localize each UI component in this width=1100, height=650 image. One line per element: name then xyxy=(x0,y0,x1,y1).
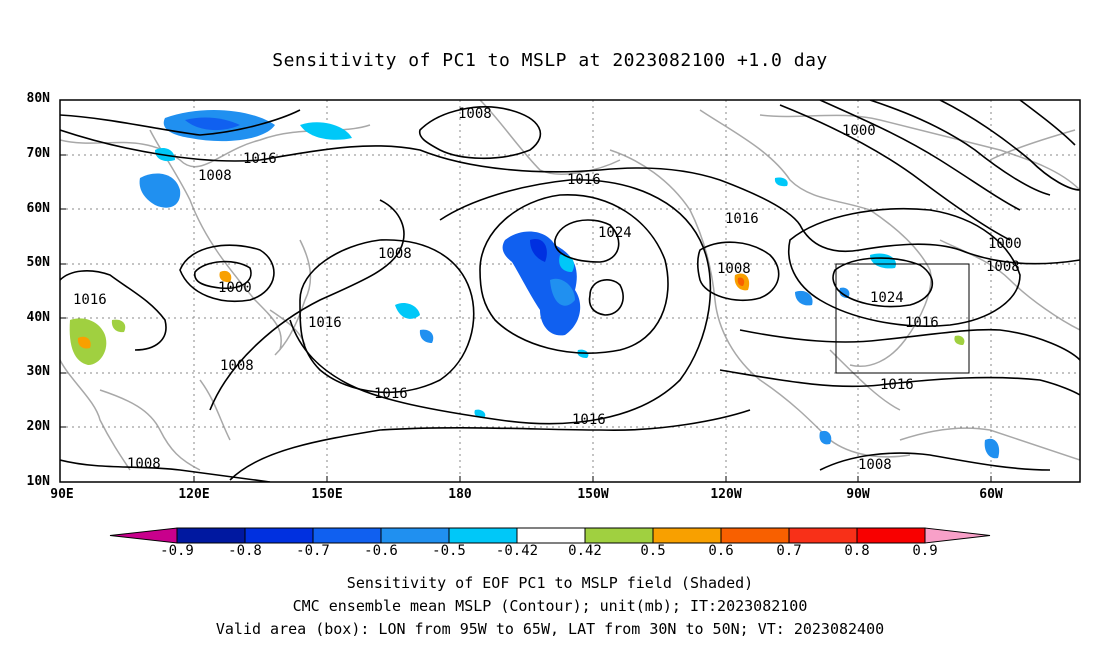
lon-label-150e: 150E xyxy=(311,487,343,502)
contour-label: 1000 xyxy=(842,123,876,139)
lat-label-30n: 30N xyxy=(26,364,50,379)
contour-label: 1008 xyxy=(858,457,892,473)
colorbar-cell xyxy=(924,527,991,544)
contour-label: 1024 xyxy=(870,290,904,306)
contour-label: 1016 xyxy=(725,211,759,227)
axis-ticks xyxy=(60,154,992,482)
lon-label-90e: 90E xyxy=(50,487,74,502)
contour-label: 1016 xyxy=(73,292,107,308)
colorbar-label: -0.8 xyxy=(228,543,262,559)
contour-label: 1000 xyxy=(988,236,1022,252)
colorbar-cell xyxy=(312,527,382,544)
lat-label-20n: 20N xyxy=(26,419,50,434)
contour-label: 1008 xyxy=(378,246,412,262)
colorbar-cell xyxy=(652,527,722,544)
colorbar xyxy=(109,527,991,544)
footer-line-2: CMC ensemble mean MSLP (Contour); unit(m… xyxy=(292,597,808,615)
contour-label: 1008 xyxy=(220,358,254,374)
contour-label: 1008 xyxy=(717,261,751,277)
colorbar-cell xyxy=(856,527,926,544)
mslp-contours xyxy=(60,100,1080,482)
colorbar-cell xyxy=(448,527,518,544)
lon-label-120w: 120W xyxy=(710,487,742,502)
colorbar-label: 0.8 xyxy=(844,543,870,559)
contour-label: 1016 xyxy=(572,412,606,428)
contour-label: 1016 xyxy=(243,151,277,167)
colorbar-cell xyxy=(788,527,858,544)
lon-label-120e: 120E xyxy=(178,487,210,502)
lat-label-50n: 50N xyxy=(26,255,50,270)
colorbar-label: 0.7 xyxy=(776,543,802,559)
lat-label-80n: 80N xyxy=(26,91,50,106)
lon-label-90w: 90W xyxy=(846,487,870,502)
contour-label: 1016 xyxy=(880,377,914,393)
colorbar-cell xyxy=(584,527,654,544)
contour-label: 1016 xyxy=(308,315,342,331)
contour-label: 1008 xyxy=(127,456,161,472)
sensitivity-shading xyxy=(69,109,1000,459)
map-title: Sensitivity of PC1 to MSLP at 2023082100… xyxy=(272,50,828,71)
colorbar-label: 0.9 xyxy=(912,543,938,559)
contour-label: 1024 xyxy=(598,225,632,241)
footer-line-3: Valid area (box): LON from 95W to 65W, L… xyxy=(215,620,885,638)
lon-label-150w: 150W xyxy=(577,487,609,502)
map-frame xyxy=(59,99,1081,483)
contour-label: 1016 xyxy=(567,172,601,188)
lat-label-40n: 40N xyxy=(26,310,50,325)
contour-label: 1008 xyxy=(458,106,492,122)
colorbar-cell xyxy=(176,527,246,544)
colorbar-label: -0.5 xyxy=(432,543,466,559)
footer-line-1: Sensitivity of EOF PC1 to MSLP field (Sh… xyxy=(346,574,754,592)
colorbar-cell xyxy=(109,527,178,544)
colorbar-label: 0.42 xyxy=(568,543,602,559)
lat-label-10n: 10N xyxy=(26,474,50,489)
colorbar-cell xyxy=(516,527,586,544)
contour-label: 1016 xyxy=(905,315,939,331)
colorbar-cell xyxy=(380,527,450,544)
colorbar-cell xyxy=(720,527,790,544)
lon-label-60w: 60W xyxy=(979,487,1003,502)
contour-label: 1016 xyxy=(374,386,408,402)
colorbar-label: -0.42 xyxy=(495,543,539,559)
contour-label: 1000 xyxy=(218,280,252,296)
colorbar-label: 0.6 xyxy=(708,543,734,559)
coastlines xyxy=(60,100,1080,471)
contour-label: 1008 xyxy=(198,168,232,184)
lat-label-60n: 60N xyxy=(26,201,50,216)
colorbar-cell xyxy=(244,527,314,544)
valid-area-box xyxy=(835,263,970,374)
colorbar-label: -0.9 xyxy=(160,543,194,559)
contour-labels: 1008 1016 1008 1016 1024 1016 1008 1000 … xyxy=(73,106,1022,473)
lat-label-70n: 70N xyxy=(26,146,50,161)
lon-label-180: 180 xyxy=(448,487,472,502)
colorbar-label: -0.7 xyxy=(296,543,330,559)
contour-label: 1008 xyxy=(986,259,1020,275)
colorbar-label: -0.6 xyxy=(364,543,398,559)
colorbar-label: 0.5 xyxy=(640,543,666,559)
